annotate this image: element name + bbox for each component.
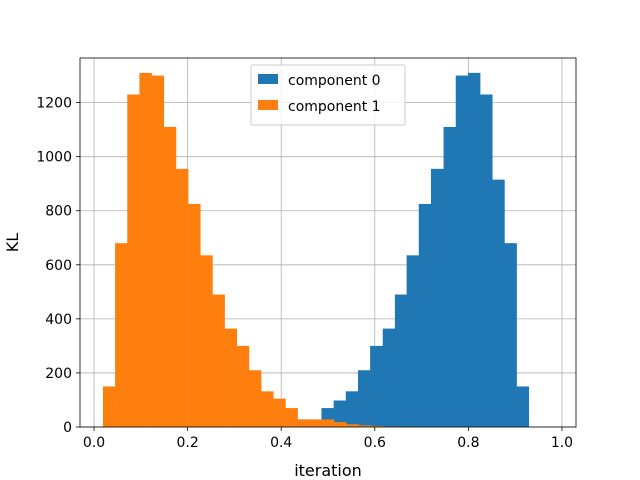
histogram-bar-component-0 [418, 203, 432, 427]
histogram-bar-component-0 [504, 243, 517, 427]
x-axis-label: iteration [294, 461, 362, 480]
histogram-bar-component-1 [346, 424, 359, 427]
histogram-bar-component-1 [139, 72, 152, 427]
legend: component 0 component 1 [250, 64, 406, 126]
histogram-bar-component-1 [163, 126, 177, 427]
x-tick-label: 0.4 [270, 435, 292, 451]
histogram-bar-component-1 [297, 419, 311, 427]
y-tick-label: 200 [45, 366, 72, 382]
histogram-bar-component-1 [285, 408, 298, 427]
x-tick-label: 0.6 [364, 435, 386, 451]
histogram-bar-component-0 [370, 345, 384, 427]
histogram-bar-component-1 [358, 425, 371, 427]
histogram-bars [102, 72, 530, 428]
x-tick-label: 1.0 [551, 435, 573, 451]
x-axis-ticks: 0.0 0.2 0.4 0.6 0.8 1.0 [83, 427, 573, 451]
legend-swatch-component-1 [258, 100, 278, 110]
histogram-bar-component-0 [455, 75, 469, 428]
histogram-bar-component-0 [333, 400, 347, 427]
y-tick-label: 1200 [36, 96, 72, 112]
histogram-bar-component-1 [334, 422, 347, 427]
histogram-bar-component-0 [357, 370, 371, 427]
histogram-bar-component-1 [273, 398, 286, 427]
legend-label-component-1: component 1 [288, 99, 381, 115]
y-tick-label: 800 [45, 204, 72, 220]
histogram-bar-component-1 [188, 203, 201, 427]
y-tick-label: 400 [45, 312, 72, 328]
histogram-bar-component-0 [382, 328, 396, 427]
histogram-bar-component-1 [248, 370, 262, 427]
histogram-bar-component-0 [467, 72, 481, 427]
histogram-bar-component-0 [406, 255, 420, 427]
plot-frame [79, 57, 577, 428]
histogram-bar-component-1 [370, 425, 384, 427]
histogram-bar-component-0 [345, 391, 359, 427]
histogram-bar-component-1 [175, 168, 189, 428]
histogram-bar-component-0 [480, 94, 493, 427]
histogram-bar-component-0 [394, 294, 407, 427]
histogram-bar-component-1 [151, 75, 165, 428]
histogram-bar-component-1 [212, 294, 225, 427]
histogram-bar-component-0 [430, 168, 444, 428]
histogram-bar-component-1 [236, 345, 250, 427]
y-tick-label: 1000 [36, 150, 72, 166]
y-axis-label: KL [3, 233, 22, 252]
legend-box [250, 64, 406, 126]
histogram-bar-component-1 [102, 386, 116, 427]
histogram-bar-component-0 [516, 386, 530, 427]
x-tick-label: 0.8 [457, 435, 479, 451]
legend-label-component-0: component 0 [288, 73, 381, 89]
legend-swatch-component-0 [258, 74, 278, 84]
histogram-bar-component-1 [261, 391, 274, 427]
y-axis-ticks: 0 200 400 600 800 1000 1200 [36, 96, 80, 436]
histogram-bar-component-1 [224, 328, 238, 427]
histogram-bar-component-1 [321, 419, 335, 427]
histogram-bar-component-1 [127, 94, 140, 427]
histogram-bar-component-0 [443, 126, 457, 427]
y-tick-label: 600 [45, 258, 72, 274]
histogram-bar-component-0 [492, 179, 505, 427]
y-tick-label: 0 [63, 420, 72, 436]
histogram-bar-component-1 [200, 255, 213, 427]
histogram-bar-component-1 [309, 419, 323, 427]
histogram-bar-component-1 [115, 243, 128, 427]
x-tick-label: 0.2 [176, 435, 198, 451]
x-tick-label: 0.0 [83, 435, 105, 451]
